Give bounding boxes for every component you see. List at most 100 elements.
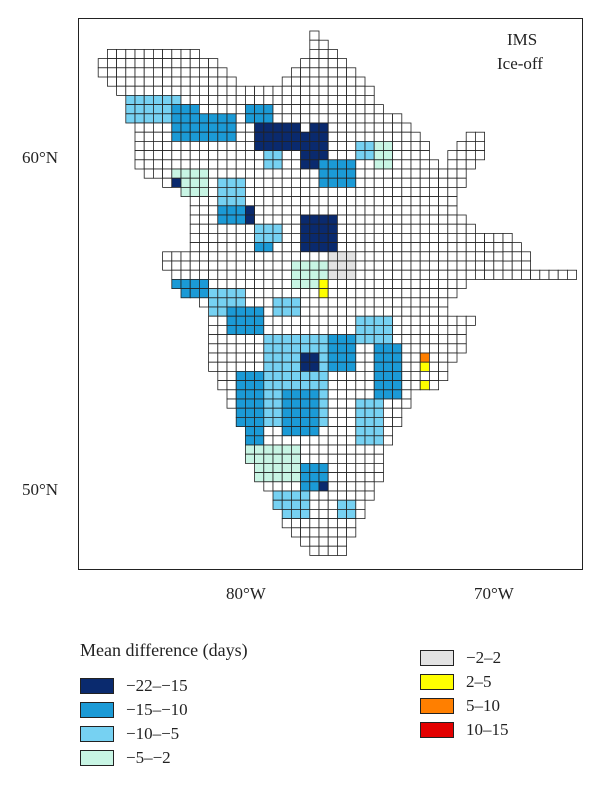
grid-cell <box>281 104 292 115</box>
grid-cell <box>346 490 357 501</box>
legend-label: 10–15 <box>466 720 509 739</box>
grid-cell <box>392 324 403 335</box>
grid-cell <box>410 269 421 280</box>
grid-cell <box>143 168 154 179</box>
grid-cell <box>336 251 347 262</box>
grid-cell <box>364 361 375 372</box>
grid-cell <box>217 177 228 188</box>
grid-cell <box>346 324 357 335</box>
grid-cell <box>318 85 329 96</box>
grid-cell <box>327 269 338 280</box>
grid-cell <box>318 141 329 152</box>
grid-cell <box>327 85 338 96</box>
grid-cell <box>290 435 301 446</box>
grid-cell <box>373 159 384 170</box>
grid-cell <box>162 260 173 271</box>
grid-cell <box>336 315 347 326</box>
grid-cell <box>327 150 338 161</box>
grid-cell <box>300 352 311 363</box>
grid-cell <box>309 297 320 308</box>
grid-cell <box>97 67 108 78</box>
grid-cell <box>171 48 182 59</box>
grid-cell <box>189 67 200 78</box>
grid-cell <box>217 205 228 216</box>
grid-cell <box>189 58 200 69</box>
grid-cell <box>226 389 237 400</box>
grid-cell <box>180 251 191 262</box>
grid-cell <box>346 416 357 427</box>
grid-cell <box>309 113 320 124</box>
grid-cell <box>171 278 182 289</box>
grid-cell <box>189 196 200 207</box>
grid-cell <box>263 278 274 289</box>
grid-cell <box>263 177 274 188</box>
grid-cell <box>263 306 274 317</box>
grid-cell <box>392 186 403 197</box>
grid-cell <box>281 490 292 501</box>
grid-cell <box>208 260 219 271</box>
grid-cell <box>382 398 393 409</box>
grid-cell <box>290 186 301 197</box>
grid-cell <box>447 223 458 234</box>
grid-cell <box>373 131 384 142</box>
grid-cell <box>410 232 421 243</box>
grid-cell <box>171 58 182 69</box>
grid-cell <box>272 490 283 501</box>
grid-cell <box>355 315 366 326</box>
grid-cell <box>346 76 357 87</box>
grid-cell <box>327 527 338 538</box>
grid-cell <box>235 297 246 308</box>
grid-cell <box>272 122 283 133</box>
grid-cell <box>199 95 210 106</box>
grid-cell <box>208 297 219 308</box>
grid-cell <box>254 324 265 335</box>
grid-cell <box>364 269 375 280</box>
grid-cell <box>428 361 439 372</box>
grid-cell <box>456 232 467 243</box>
grid-cell <box>401 269 412 280</box>
grid-cell <box>382 389 393 400</box>
grid-cell <box>401 334 412 345</box>
grid-cell <box>217 242 228 253</box>
grid-cell <box>254 398 265 409</box>
grid-cell <box>373 416 384 427</box>
grid-cell <box>502 260 513 271</box>
grid-cell <box>318 545 329 556</box>
grid-cell <box>171 251 182 262</box>
grid-cell <box>327 499 338 510</box>
grid-cell <box>364 159 375 170</box>
grid-cell <box>382 242 393 253</box>
grid-cell <box>290 518 301 529</box>
grid-cell <box>272 159 283 170</box>
grid-cell <box>244 168 255 179</box>
grid-cell <box>97 58 108 69</box>
grid-cell <box>254 186 265 197</box>
grid-cell <box>254 352 265 363</box>
grid-cell <box>244 186 255 197</box>
grid-cell <box>300 278 311 289</box>
grid-cell <box>355 324 366 335</box>
grid-cell <box>180 113 191 124</box>
legend-column-positive: −2–2 2–5 5–10 10–15 <box>420 646 509 742</box>
grid-cell <box>290 150 301 161</box>
grid-cell <box>226 214 237 225</box>
grid-cell <box>244 278 255 289</box>
grid-cell <box>447 214 458 225</box>
grid-cell <box>373 380 384 391</box>
grid-cell <box>346 343 357 354</box>
grid-cell <box>263 453 274 464</box>
grid-cell <box>254 242 265 253</box>
grid-cell <box>281 407 292 418</box>
grid-cell <box>346 426 357 437</box>
grid-cell <box>456 242 467 253</box>
grid-cell <box>318 58 329 69</box>
grid-cell <box>346 481 357 492</box>
grid-cell <box>171 159 182 170</box>
grid-cell <box>226 380 237 391</box>
grid-cell <box>373 462 384 473</box>
grid-cell <box>272 214 283 225</box>
grid-cell <box>336 389 347 400</box>
grid-cell <box>438 260 449 271</box>
grid-cell <box>511 269 522 280</box>
grid-cell <box>355 205 366 216</box>
